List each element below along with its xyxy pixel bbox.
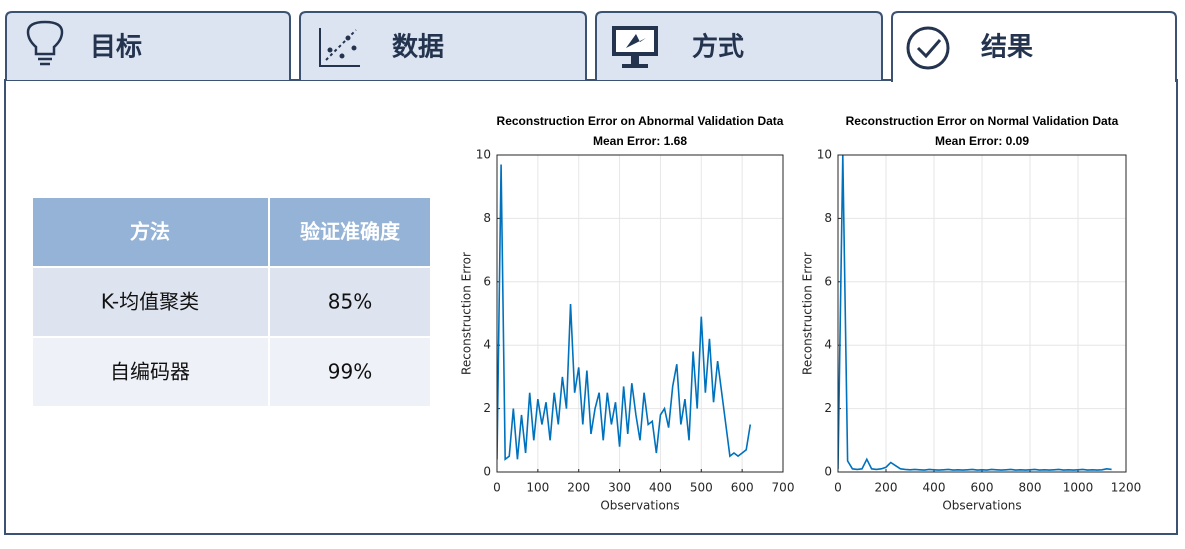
- tab[interactable]: [5, 11, 291, 80]
- x-tick-label: 0: [834, 481, 842, 495]
- y-axis-label: Reconstruction Error: [460, 252, 474, 375]
- plot-area: [496, 154, 784, 473]
- x-tick-label: 1000: [1063, 481, 1094, 495]
- header-cell: [33, 198, 268, 266]
- icon-check: [906, 26, 950, 70]
- cell: [33, 268, 268, 336]
- icon-bulb: [26, 20, 64, 66]
- x-tick-label: 500: [690, 481, 713, 495]
- y-axis-label: Reconstruction Error: [801, 252, 815, 375]
- y-tick-label: 6: [824, 274, 832, 288]
- x-tick-label: 400: [923, 481, 946, 495]
- plot-frame: [496, 154, 784, 473]
- cell: [270, 268, 430, 336]
- tab[interactable]: [595, 11, 883, 80]
- chart-title: Reconstruction Error on Normal Validatio…: [846, 114, 1119, 128]
- tab-gap: [893, 79, 1175, 83]
- tab-label[interactable]: 数据: [392, 33, 444, 63]
- y-tick-label: 0: [824, 465, 832, 479]
- x-tick-label: 200: [875, 481, 898, 495]
- header-text: 方法: [130, 220, 170, 244]
- y-tick-label: 10: [476, 148, 491, 162]
- chart-title: Reconstruction Error on Abnormal Validat…: [497, 114, 784, 128]
- x-tick-label: 0: [493, 481, 501, 495]
- x-axis-label: Observations: [942, 499, 1021, 513]
- tab-label[interactable]: 方式: [692, 32, 744, 63]
- table: 方法 验证准确度 K-均值聚类 85% 自编码器 99%: [33, 198, 430, 406]
- cell-text: 自编码器: [110, 360, 190, 384]
- cell: [33, 338, 268, 406]
- x-tick-label: 100: [526, 481, 549, 495]
- data-line: [838, 155, 1112, 471]
- icon-scatter: [319, 28, 360, 67]
- y-tick-label: 10: [817, 148, 832, 162]
- header-cell: [270, 198, 430, 266]
- chart-subtitle: Mean Error: 1.68: [593, 134, 687, 148]
- y-tick-label: 4: [824, 338, 832, 352]
- header-text: 验证准确度: [300, 220, 401, 244]
- y-tick-label: 2: [483, 401, 491, 415]
- x-tick-label: 400: [649, 481, 672, 495]
- x-tick-label: 600: [971, 481, 994, 495]
- data-line: [497, 164, 752, 461]
- cell-text: 99%: [328, 360, 372, 384]
- chart-subtitle: Mean Error: 0.09: [935, 134, 1029, 148]
- x-axis-label: Observations: [600, 499, 679, 513]
- cell-text: K-均值聚类: [101, 290, 199, 314]
- x-tick-label: 1200: [1111, 481, 1142, 495]
- y-tick-label: 0: [483, 465, 491, 479]
- y-tick-label: 8: [824, 211, 832, 225]
- y-tick-label: 2: [824, 401, 832, 415]
- y-tick-label: 8: [483, 211, 491, 225]
- x-tick-label: 300: [608, 481, 631, 495]
- y-tick-label: 4: [483, 338, 491, 352]
- icon-monitor: [612, 26, 658, 68]
- x-tick-label: 200: [567, 481, 590, 495]
- cell-text: 85%: [328, 290, 372, 314]
- tab-label[interactable]: 结果: [981, 33, 1033, 63]
- tab-active[interactable]: [891, 11, 1177, 82]
- x-tick-label: 800: [1019, 481, 1042, 495]
- tab[interactable]: [299, 11, 587, 80]
- cell: [270, 338, 430, 406]
- y-tick-label: 6: [483, 274, 491, 288]
- tab-label[interactable]: 目标: [90, 33, 142, 63]
- x-tick-label: 700: [772, 481, 795, 495]
- plot-frame: [837, 154, 1127, 473]
- x-tick-label: 600: [731, 481, 754, 495]
